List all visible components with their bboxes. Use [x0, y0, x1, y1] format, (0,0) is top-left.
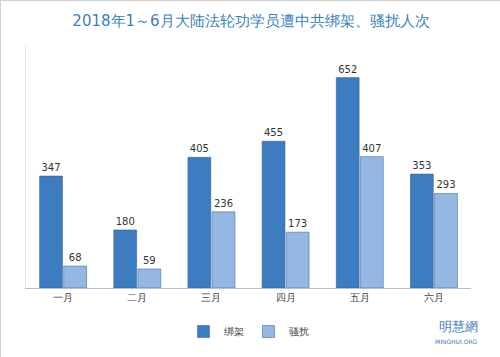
svg-text:MINGHUI.ORG: MINGHUI.ORG: [435, 338, 478, 345]
svg-text:59: 59: [143, 255, 156, 266]
svg-text:一月: 一月: [53, 292, 73, 303]
svg-text:347: 347: [41, 162, 60, 173]
svg-text:455: 455: [264, 127, 283, 138]
svg-text:六月: 六月: [424, 292, 444, 303]
svg-text:骚扰: 骚扰: [289, 326, 309, 337]
svg-text:明慧網: 明慧網: [439, 319, 478, 334]
svg-text:五月: 五月: [350, 292, 370, 303]
svg-text:二月: 二月: [127, 292, 147, 303]
svg-text:四月: 四月: [276, 292, 296, 303]
svg-text:三月: 三月: [201, 292, 221, 303]
svg-text:407: 407: [362, 143, 381, 154]
svg-text:绑架: 绑架: [224, 326, 244, 337]
svg-text:293: 293: [436, 179, 455, 190]
svg-text:236: 236: [214, 198, 233, 209]
svg-text:405: 405: [190, 143, 209, 154]
svg-text:652: 652: [338, 64, 357, 75]
svg-text:353: 353: [412, 160, 431, 171]
svg-text:180: 180: [116, 216, 135, 227]
svg-text:68: 68: [69, 252, 82, 263]
svg-text:173: 173: [288, 218, 307, 229]
svg-text:2018年1～6月大陆法轮功学员遭中共绑架、骚扰人次: 2018年1～6月大陆法轮功学员遭中共绑架、骚扰人次: [72, 12, 429, 30]
